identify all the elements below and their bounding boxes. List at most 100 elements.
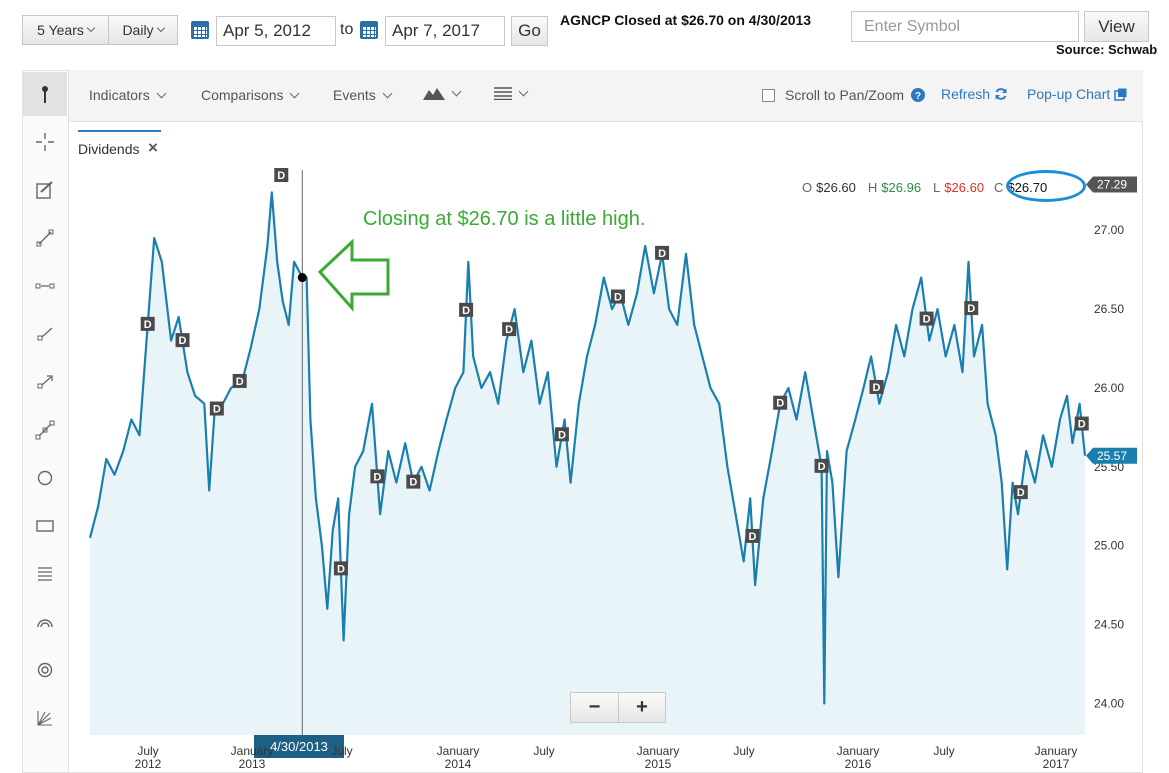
cursor-icon[interactable] xyxy=(23,72,67,116)
gann-icon[interactable] xyxy=(23,696,67,740)
settings-menu[interactable] xyxy=(494,86,529,100)
refresh-button[interactable]: Refresh xyxy=(941,86,1008,102)
dividend-marker xyxy=(814,458,829,473)
dividend-marker xyxy=(502,322,517,337)
x-tick-month: January xyxy=(1034,744,1078,758)
tab-dividends-label: Dividends xyxy=(78,141,140,157)
symbol-input[interactable]: Enter Symbol xyxy=(851,11,1079,42)
range-select[interactable]: 5 Years xyxy=(22,15,109,45)
ray-icon[interactable] xyxy=(23,312,67,356)
dividend-marker-label: D xyxy=(558,429,566,441)
dividend-marker-label: D xyxy=(277,170,285,182)
events-menu[interactable]: Events xyxy=(333,87,393,103)
annotation-text: Closing at $26.70 is a little high. xyxy=(363,208,646,230)
from-date-input[interactable]: Apr 5, 2012 xyxy=(216,16,336,46)
popup-chart-button[interactable]: Pop-up Chart xyxy=(1027,86,1127,102)
x-tick-year: 2014 xyxy=(444,757,472,771)
dividend-marker xyxy=(610,289,625,304)
arrow-ray-icon[interactable] xyxy=(23,360,67,404)
dividend-marker-label: D xyxy=(748,531,756,543)
zoom-in-button[interactable]: + xyxy=(618,692,666,723)
dividend-marker-label: D xyxy=(1078,419,1086,431)
open-label: O xyxy=(802,180,813,195)
view-button[interactable]: View xyxy=(1084,11,1149,42)
to-date-input[interactable]: Apr 7, 2017 xyxy=(385,16,505,46)
dividend-marker xyxy=(1013,485,1028,500)
trendline-icon[interactable] xyxy=(23,216,67,260)
comparisons-menu[interactable]: Comparisons xyxy=(201,87,300,103)
target-icon[interactable] xyxy=(23,648,67,692)
close-icon[interactable]: × xyxy=(148,138,158,157)
dividend-marker xyxy=(773,395,788,410)
annotation-arrow-icon xyxy=(317,238,390,312)
dividend-marker xyxy=(919,311,934,326)
dividend-marker-label: D xyxy=(614,292,622,304)
dividend-marker xyxy=(459,302,474,317)
x-tick-label: January 2013 xyxy=(222,745,282,771)
x-tick-month: January xyxy=(436,744,480,758)
dividend-marker-label: D xyxy=(337,563,345,575)
go-button[interactable]: Go xyxy=(511,16,548,46)
cursor-date-badge: 4/30/2013 xyxy=(254,735,344,758)
channel-icon[interactable] xyxy=(23,408,67,452)
crosshair-icon[interactable] xyxy=(23,120,67,164)
dividend-marker-label: D xyxy=(236,376,244,388)
high-label: H xyxy=(867,180,878,195)
calendar-icon[interactable] xyxy=(191,21,209,39)
zoom-out-button[interactable]: − xyxy=(570,692,619,723)
interval-select-label: Daily xyxy=(122,22,154,38)
scroll-label: Scroll to Pan/Zoom ? xyxy=(785,87,926,103)
dividend-marker-label: D xyxy=(373,471,381,483)
headline: AGNCP Closed at $26.70 on 4/30/2013 xyxy=(560,12,812,28)
scroll-checkbox[interactable] xyxy=(762,89,775,102)
x-tick-label: July 2012 xyxy=(118,745,178,771)
dividend-marker xyxy=(209,401,224,416)
interval-select[interactable]: Daily xyxy=(108,15,178,45)
dividend-marker xyxy=(745,528,760,543)
dividend-marker-label: D xyxy=(462,305,470,317)
chart-type-menu[interactable] xyxy=(423,86,462,100)
dividend-marker-label: D xyxy=(409,477,417,489)
y-tick-label: 25.00 xyxy=(1094,539,1124,553)
svg-text:?: ? xyxy=(915,91,921,102)
refresh-icon xyxy=(995,88,1007,100)
indicators-menu[interactable]: Indicators xyxy=(89,87,167,103)
comparisons-label: Comparisons xyxy=(201,87,284,103)
fibonacci-icon[interactable] xyxy=(23,552,67,596)
arc-icon[interactable] xyxy=(23,600,67,644)
y-tick-label: 26.50 xyxy=(1094,302,1124,316)
indicators-label: Indicators xyxy=(89,87,150,103)
x-tick-month: January xyxy=(230,744,274,758)
low-label: L xyxy=(933,180,941,195)
range-select-label: 5 Years xyxy=(37,22,84,38)
dividend-marker xyxy=(232,373,247,388)
x-tick-month: January xyxy=(636,744,680,758)
dividend-marker xyxy=(406,474,421,489)
close-highlight-ellipse xyxy=(1006,170,1086,202)
scroll-label-text: Scroll to Pan/Zoom xyxy=(785,87,905,103)
ellipse-icon[interactable] xyxy=(23,456,67,500)
segment-icon[interactable] xyxy=(23,264,67,308)
x-tick-month: July xyxy=(533,744,555,758)
last-price-tag xyxy=(1086,447,1137,464)
x-tick-month: July xyxy=(137,744,159,758)
x-tick-label: January 2014 xyxy=(428,745,488,771)
annotate-icon[interactable] xyxy=(23,168,67,212)
dividend-marker-label: D xyxy=(1017,487,1025,499)
x-tick-label: July xyxy=(914,745,974,758)
rectangle-icon[interactable] xyxy=(23,504,67,548)
x-tick-month: July xyxy=(331,744,353,758)
tab-dividends[interactable] xyxy=(78,130,161,158)
y-tick-label: 27.00 xyxy=(1094,223,1124,237)
x-tick-label: July xyxy=(514,745,574,758)
x-tick-year: 2012 xyxy=(134,757,162,771)
dividend-marker xyxy=(964,301,979,316)
list-icon xyxy=(494,87,512,100)
dividend-marker-label: D xyxy=(818,461,826,473)
calendar-icon[interactable] xyxy=(360,21,378,39)
source-label: Source: Schwab xyxy=(1056,42,1158,57)
help-icon[interactable]: ? xyxy=(911,88,926,102)
max-price-tag xyxy=(1086,176,1137,193)
close-label: C xyxy=(994,180,1004,195)
